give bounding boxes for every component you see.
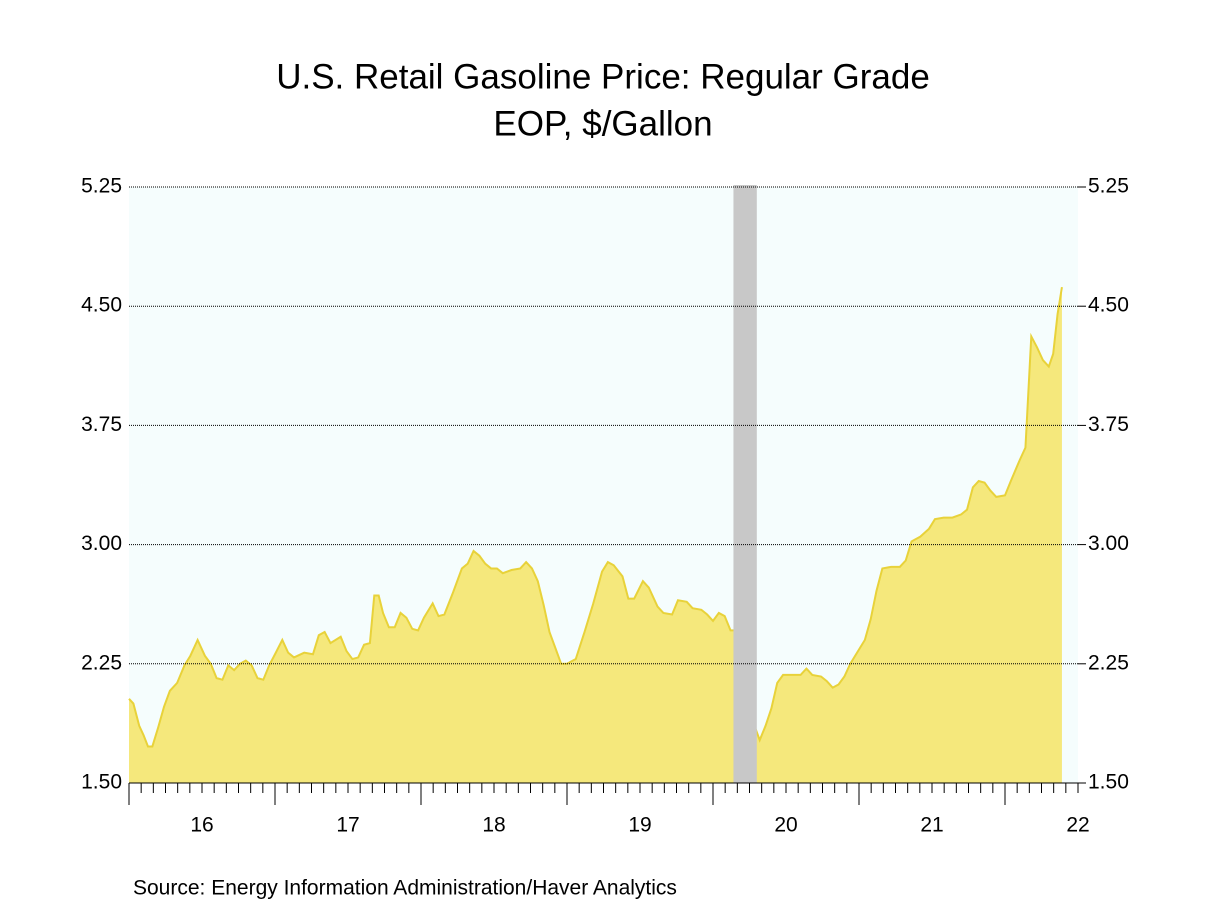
y2-tick-label: 4.50	[1088, 294, 1129, 317]
y-tick-label: 1.50	[81, 771, 122, 794]
y2-tick-label: 3.00	[1088, 532, 1129, 555]
area-fill	[129, 287, 1062, 783]
x-tick-label: 17	[336, 814, 359, 837]
x-tick-label: 18	[482, 814, 505, 837]
area-line	[128, 286, 1063, 748]
y2-tick-label: 3.75	[1088, 413, 1129, 436]
x-tick-label: 21	[920, 814, 943, 837]
y-tick-label: 5.25	[81, 175, 122, 198]
y2-tick-label: 2.25	[1088, 651, 1129, 674]
x-tick-label: 22	[1066, 814, 1089, 837]
y-tick-label: 3.00	[81, 532, 122, 555]
x-tick-label: 19	[628, 814, 651, 837]
y-tick-label: 2.25	[81, 651, 122, 674]
chart-subtitle: EOP, $/Gallon	[493, 104, 712, 143]
y-tick-label: 4.50	[81, 294, 122, 317]
x-tick-label: 16	[190, 814, 213, 837]
chart-title: U.S. Retail Gasoline Price: Regular Grad…	[276, 57, 930, 96]
x-tick-label: 20	[774, 814, 797, 837]
y2-tick-label: 5.25	[1088, 175, 1129, 198]
recession-shade	[733, 185, 757, 783]
source-note: Source: Energy Information Administratio…	[133, 877, 677, 900]
y2-tick-label: 1.50	[1088, 771, 1129, 794]
y-tick-label: 3.75	[81, 413, 122, 436]
